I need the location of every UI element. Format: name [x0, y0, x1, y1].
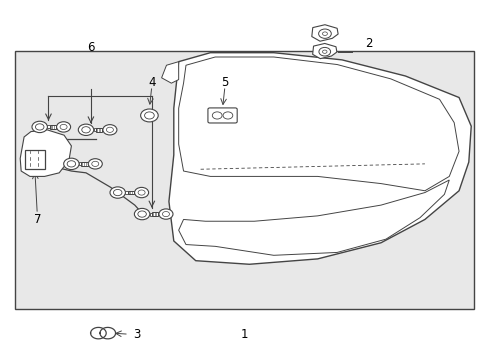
Polygon shape	[168, 53, 470, 264]
FancyBboxPatch shape	[15, 51, 473, 309]
Circle shape	[144, 112, 154, 119]
Circle shape	[138, 190, 145, 195]
Circle shape	[67, 161, 76, 167]
Circle shape	[223, 112, 232, 119]
FancyBboxPatch shape	[79, 162, 84, 165]
FancyBboxPatch shape	[127, 191, 134, 194]
FancyBboxPatch shape	[49, 125, 56, 129]
Circle shape	[102, 125, 117, 135]
Circle shape	[318, 29, 330, 39]
Circle shape	[88, 159, 102, 169]
Circle shape	[81, 127, 90, 133]
Circle shape	[138, 211, 146, 217]
Text: 5: 5	[221, 76, 228, 89]
Polygon shape	[161, 62, 178, 83]
Circle shape	[63, 158, 79, 170]
Circle shape	[162, 211, 169, 217]
FancyBboxPatch shape	[152, 212, 158, 216]
Circle shape	[106, 127, 113, 132]
Text: 2: 2	[365, 37, 372, 50]
Circle shape	[212, 112, 222, 119]
Circle shape	[159, 209, 173, 219]
Circle shape	[113, 189, 122, 196]
Circle shape	[57, 122, 70, 132]
Circle shape	[134, 208, 149, 220]
Circle shape	[60, 124, 67, 130]
Polygon shape	[311, 25, 337, 41]
FancyBboxPatch shape	[125, 191, 130, 194]
FancyBboxPatch shape	[207, 108, 237, 123]
Circle shape	[322, 32, 327, 36]
FancyBboxPatch shape	[81, 162, 87, 166]
Text: 3: 3	[133, 328, 141, 341]
Circle shape	[110, 187, 125, 198]
Circle shape	[322, 50, 326, 53]
FancyBboxPatch shape	[94, 128, 99, 131]
Polygon shape	[20, 130, 71, 176]
Circle shape	[36, 124, 44, 130]
Polygon shape	[312, 44, 336, 59]
FancyBboxPatch shape	[47, 125, 52, 129]
Text: 4: 4	[148, 76, 155, 89]
Text: 7: 7	[34, 213, 41, 226]
FancyBboxPatch shape	[25, 149, 44, 169]
Circle shape	[92, 161, 99, 166]
Text: 6: 6	[87, 41, 95, 54]
Text: 1: 1	[240, 328, 248, 341]
FancyBboxPatch shape	[96, 128, 102, 132]
Circle shape	[32, 121, 47, 132]
Circle shape	[141, 109, 158, 122]
Circle shape	[134, 188, 148, 198]
FancyBboxPatch shape	[149, 212, 154, 216]
Circle shape	[78, 124, 94, 135]
Circle shape	[318, 48, 330, 56]
